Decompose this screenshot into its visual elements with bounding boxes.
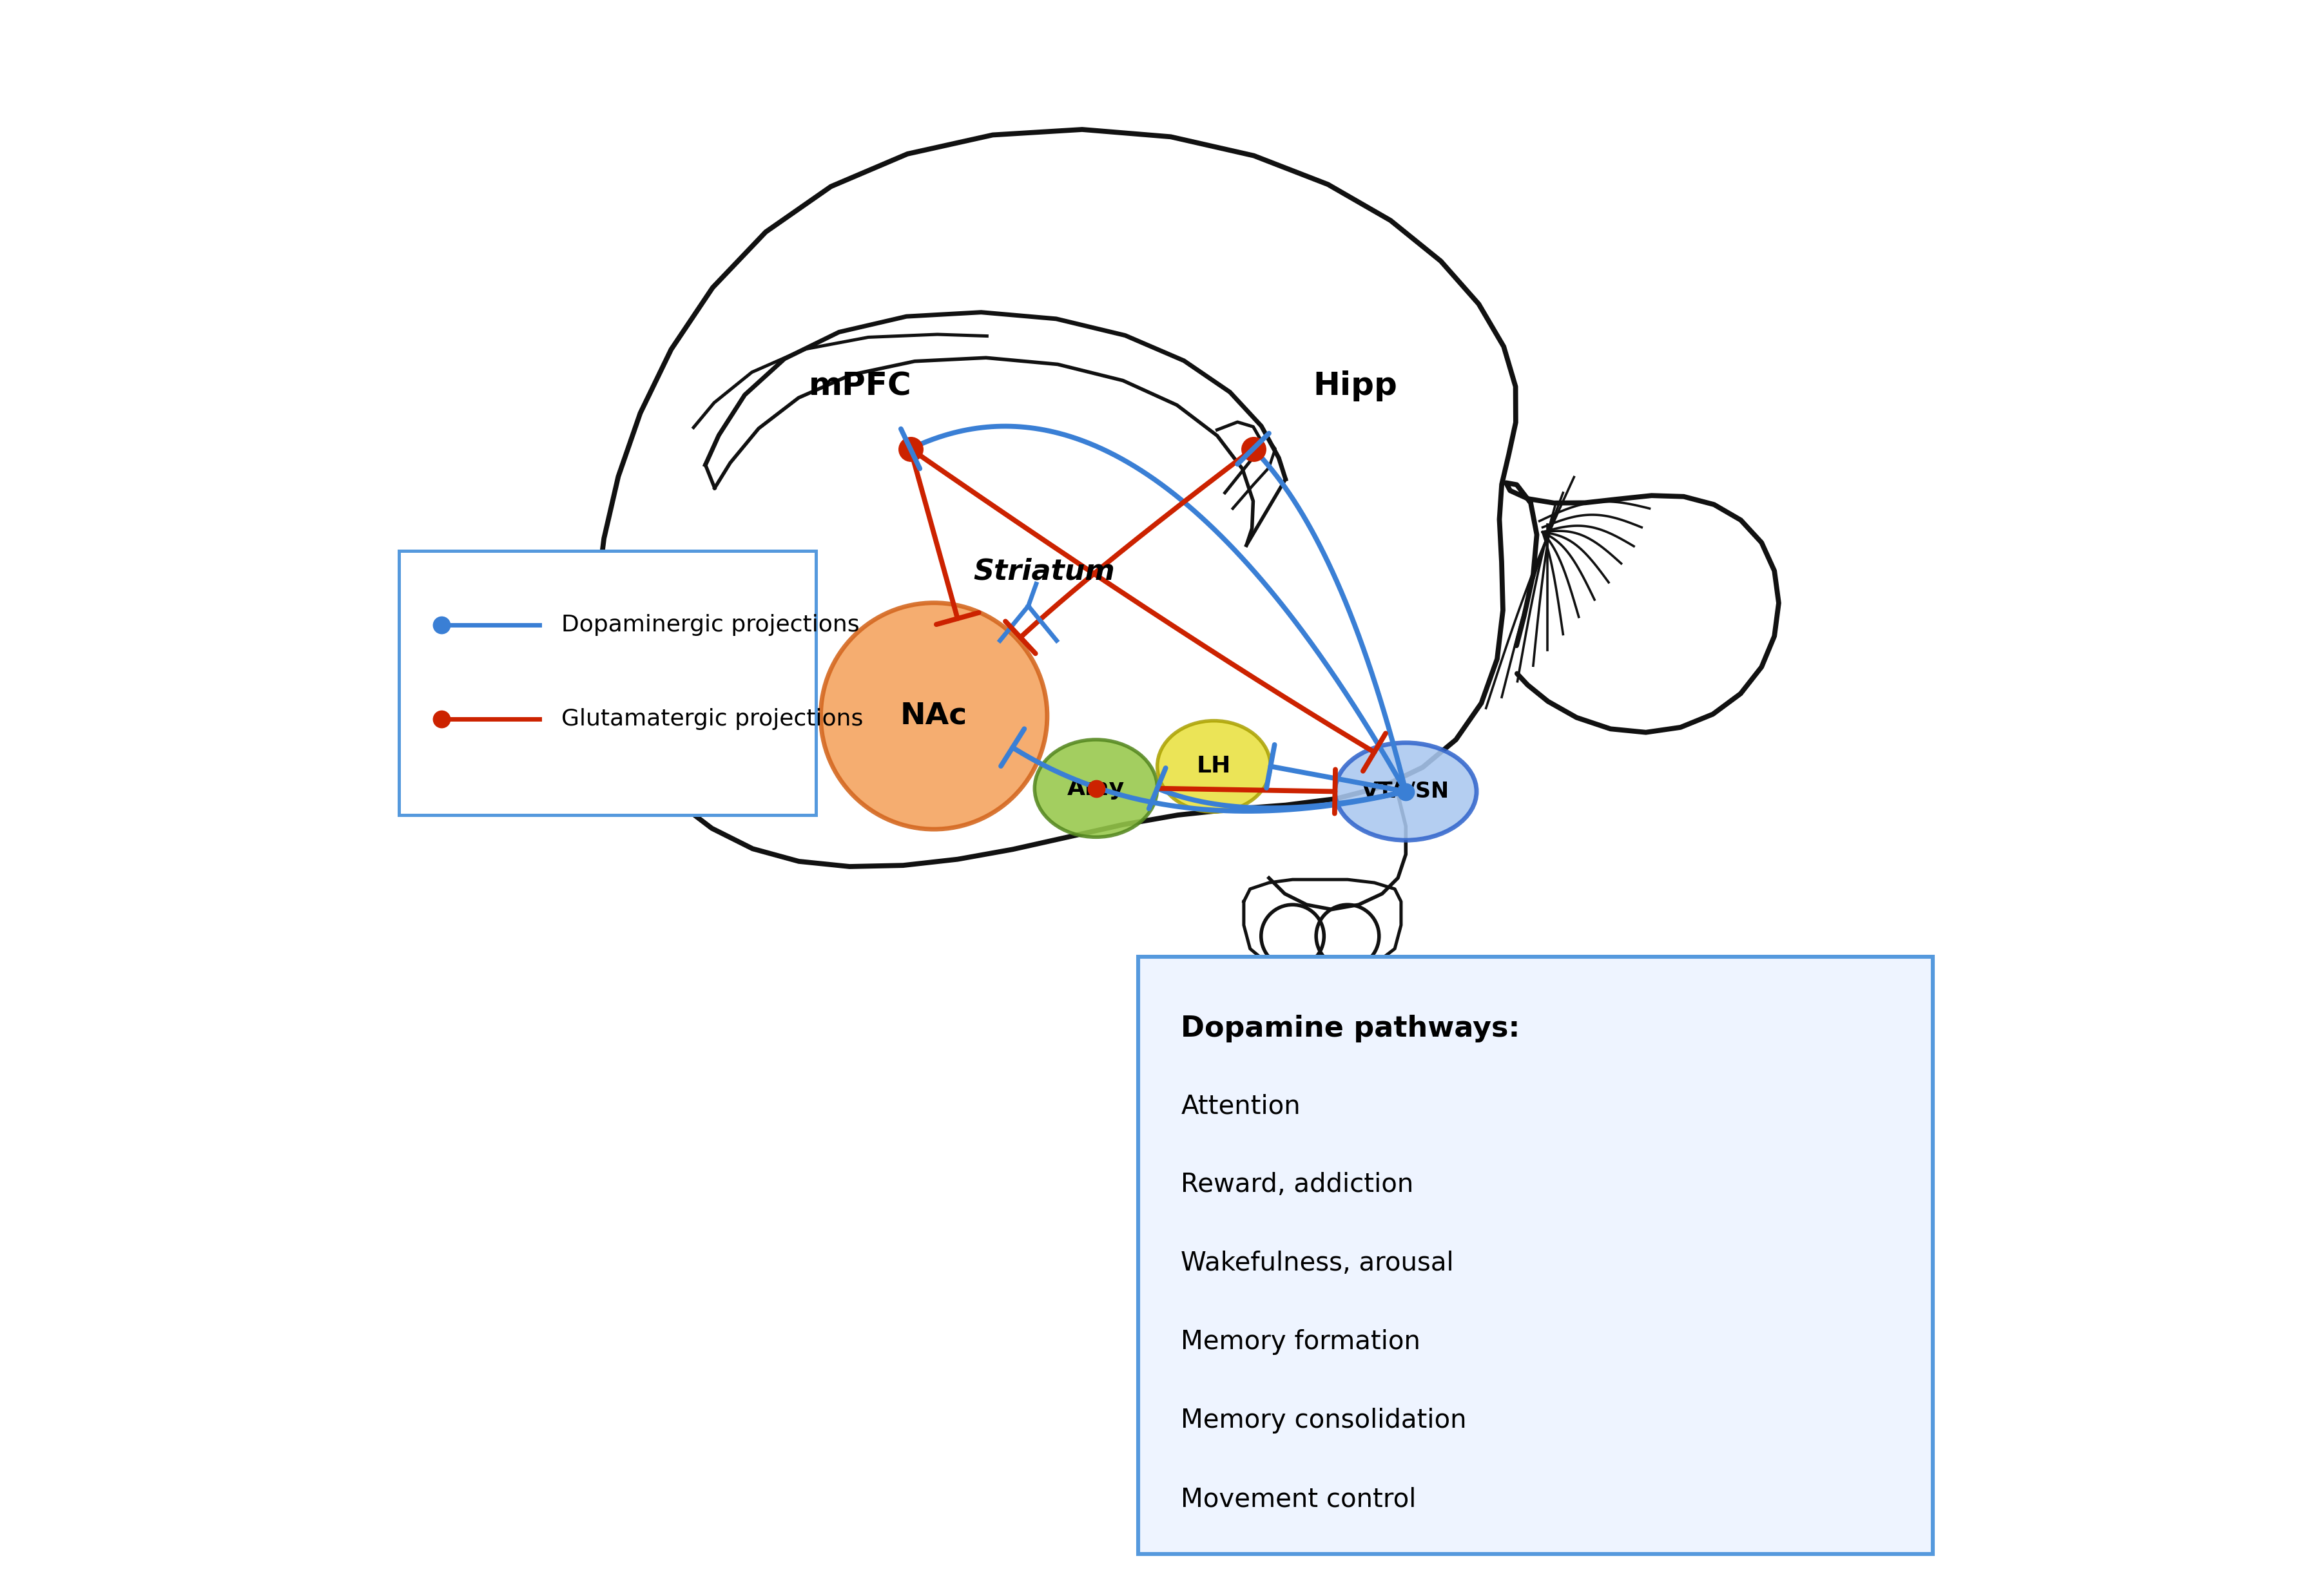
Text: mPFC: mPFC bbox=[809, 370, 911, 402]
Text: Glutamatergic projections: Glutamatergic projections bbox=[560, 708, 862, 730]
Text: Striatum: Striatum bbox=[974, 557, 1116, 586]
Ellipse shape bbox=[1157, 720, 1271, 812]
Ellipse shape bbox=[820, 603, 1048, 829]
Ellipse shape bbox=[1334, 742, 1476, 841]
Text: Wakefulness, arousal: Wakefulness, arousal bbox=[1181, 1251, 1455, 1276]
Text: Amy: Amy bbox=[1067, 777, 1125, 799]
Text: Dopamine pathways:: Dopamine pathways: bbox=[1181, 1015, 1520, 1043]
Text: Movement control: Movement control bbox=[1181, 1486, 1415, 1512]
Text: Memory formation: Memory formation bbox=[1181, 1330, 1420, 1355]
Text: Attention: Attention bbox=[1181, 1094, 1301, 1119]
Text: Reward, addiction: Reward, addiction bbox=[1181, 1171, 1413, 1198]
Text: Memory consolidation: Memory consolidation bbox=[1181, 1407, 1466, 1434]
Text: NAc: NAc bbox=[899, 701, 967, 730]
FancyBboxPatch shape bbox=[400, 551, 816, 815]
Text: LH: LH bbox=[1197, 755, 1232, 777]
FancyBboxPatch shape bbox=[1139, 956, 1934, 1555]
Text: Hipp: Hipp bbox=[1313, 370, 1397, 402]
Text: VTA/SN: VTA/SN bbox=[1362, 780, 1450, 803]
Text: Dopaminergic projections: Dopaminergic projections bbox=[560, 614, 860, 636]
Ellipse shape bbox=[1034, 739, 1157, 837]
